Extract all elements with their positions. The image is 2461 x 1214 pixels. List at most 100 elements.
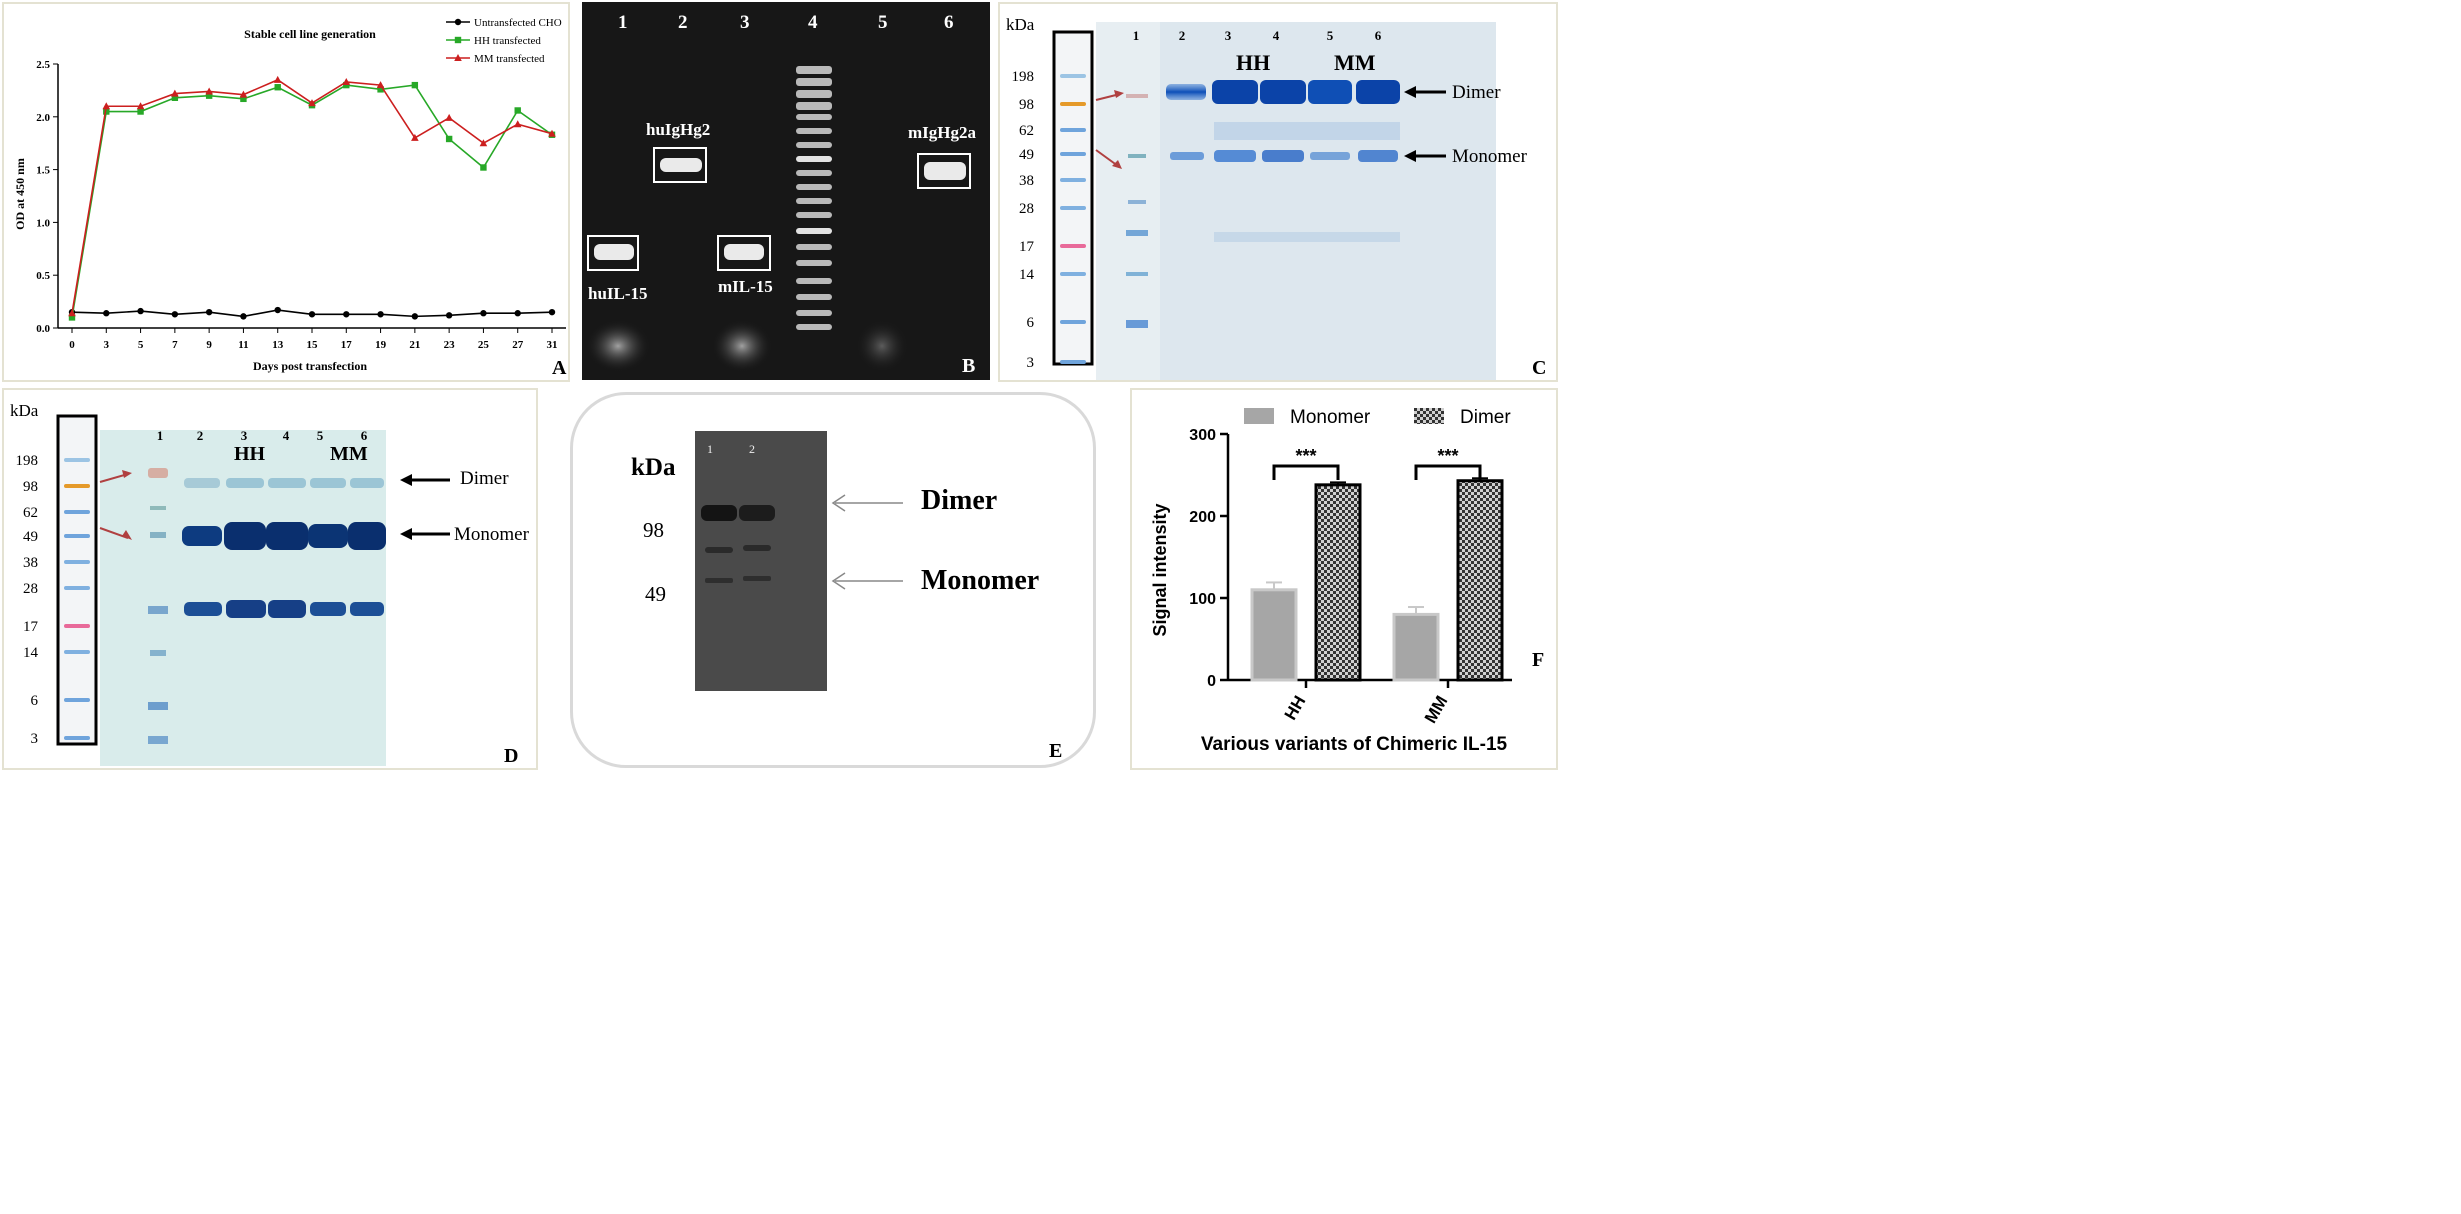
- panel-e-kda: kDa: [631, 454, 676, 481]
- chart-a-point: [308, 311, 316, 318]
- panel-d-marker-band: [64, 650, 90, 654]
- chart-a-point: [377, 311, 384, 318]
- panel-e-marker-98: 98: [643, 518, 664, 542]
- chart-f-legend-label: Monomer: [1290, 407, 1371, 428]
- chart-a-xtick-label: 0: [69, 339, 75, 351]
- panel-f-letter: F: [1532, 649, 1544, 671]
- panel-d-group-mm: MM: [330, 443, 368, 465]
- panel-f: Monomer Dimer Signal intensity 0 100 200 300…: [1130, 388, 1558, 770]
- chart-f-sig-bracket: [1272, 464, 1340, 480]
- panel-d-dimer-bands: [184, 478, 384, 488]
- chart-a-point: [411, 133, 419, 141]
- gel-b-ladder-band: [796, 310, 832, 316]
- panel-c-marker-label: 38: [1019, 173, 1034, 189]
- chart-a-point: [137, 108, 144, 115]
- chart-a-series-line: [71, 84, 553, 318]
- panel-d-marker-label: 14: [23, 645, 39, 661]
- panel-c-marker-band: [1060, 102, 1086, 106]
- chart-f-legend-swatch: [1414, 408, 1444, 424]
- panel-d-monomer-bands: [182, 522, 386, 550]
- chart-f-ytick-label: 100: [1189, 591, 1216, 608]
- chart-f-sig-label: ***: [1437, 446, 1458, 466]
- chart-a-point: [445, 135, 453, 143]
- panel-c-marker-box: [1052, 30, 1094, 366]
- panel-d-marker-band: [64, 510, 90, 514]
- chart-a-xtick-label: 25: [478, 339, 490, 351]
- chart-a-xlabel: Days post transfection: [253, 359, 367, 373]
- gel-b-ladder-band: [796, 198, 832, 204]
- gel-b-lane-2: 2: [678, 12, 688, 33]
- chart-a-point: [514, 107, 521, 114]
- panel-e-bands: [701, 505, 775, 583]
- panel-d-marker-band: [64, 560, 90, 564]
- panel-c-marker-band: [1060, 178, 1086, 182]
- gel-b-ladder-band: [796, 278, 832, 284]
- panel-b-letter: B: [962, 355, 975, 377]
- panel-c-marker-label: 49: [1019, 147, 1034, 163]
- chart-f-bar: [1250, 588, 1298, 682]
- panel-e-letter: E: [1049, 740, 1062, 762]
- chart-a-point: [273, 75, 282, 83]
- chart-f-bar: [1392, 612, 1440, 682]
- panel-d-marker-band: [64, 698, 90, 702]
- chart-a-xtick-label: 7: [172, 339, 178, 351]
- chart-a-point: [102, 102, 111, 110]
- gel-b-ladder-band: [796, 184, 832, 190]
- chart-a-point: [239, 90, 248, 98]
- panel-c-lane-number: 3: [1225, 28, 1232, 43]
- panel-c-dimer-label: Dimer: [1452, 82, 1501, 103]
- panel-d-lane-number: 4: [283, 428, 290, 443]
- gel-b-label-mighg2a: mIgHg2a: [908, 123, 977, 142]
- chart-a-legend-marker: [454, 36, 462, 44]
- chart-a-ytick-label: 0.0: [36, 323, 50, 335]
- panel-d-lane-number: 1: [157, 428, 164, 443]
- chart-a-point: [548, 129, 556, 137]
- chart-a-point: [103, 310, 110, 317]
- chart-a-xtick-label: 21: [409, 339, 420, 351]
- gel-b-lane-6: 6: [944, 12, 954, 33]
- gel-b-ladder-band: [796, 102, 832, 110]
- panel-c-group-hh: HH: [1236, 50, 1270, 75]
- panel-e-lane-2: 2: [749, 442, 755, 456]
- chart-a-point: [103, 108, 110, 115]
- gel-b-band-mil15: [717, 235, 771, 271]
- panel-c-group-mm: MM: [1334, 50, 1376, 75]
- chart-a-legend-marker: [454, 54, 462, 61]
- panel-d-marker-label: 62: [23, 505, 38, 521]
- panel-d-lane-number: 3: [241, 428, 248, 443]
- panel-c-marker-band: [1060, 128, 1086, 132]
- panel-d: kDa 198 98 62 49 38 28 17 14 6 3 1 2 3 4 5 6 HH MM: [2, 388, 538, 770]
- chart-f-ylabel: Signal intensity: [1150, 503, 1170, 636]
- chart-a-xtick-label: 9: [206, 339, 212, 351]
- chart-a-xtick-label: 19: [375, 339, 387, 351]
- panel-c-kda: kDa: [1006, 15, 1035, 34]
- panel-d-marker-label: 17: [23, 619, 39, 635]
- chart-a-xtick-label: 11: [238, 339, 248, 351]
- panel-d-group-hh: HH: [234, 443, 266, 465]
- chart-a-point: [205, 308, 213, 316]
- chart-a-point: [343, 81, 350, 89]
- chart-a-point: [240, 95, 247, 103]
- panel-c-marker-band: [1060, 272, 1086, 276]
- gel-b-band-huil15: [587, 235, 639, 271]
- chart-f-sig-label: ***: [1295, 446, 1316, 466]
- panel-d-marker-band: [64, 534, 90, 538]
- gel-b-ladder-band: [796, 260, 832, 266]
- gel-b-band-huighg2: [653, 147, 707, 183]
- panel-e-marker-49: 49: [645, 582, 666, 606]
- panel-c-dimer-bands: [1166, 80, 1400, 104]
- chart-f-bar: [1456, 479, 1504, 682]
- chart-a-series-line: [71, 78, 553, 314]
- chart-a-point: [171, 89, 179, 97]
- gel-b-ladder-band: [796, 66, 832, 74]
- chart-f-xlabel: Various variants of Chimeric IL-15: [1201, 734, 1508, 755]
- chart-a-point: [171, 94, 179, 101]
- chart-a-point: [240, 313, 247, 320]
- chart-a-point: [274, 306, 281, 314]
- gel-b-lane-4: 4: [808, 12, 818, 33]
- chart-a-xtick-label: 3: [104, 339, 110, 351]
- chart-a-point: [513, 120, 522, 128]
- panel-c-marker-label: 3: [1027, 355, 1035, 371]
- chart-a-point: [343, 311, 350, 318]
- chart-a-point: [445, 113, 453, 121]
